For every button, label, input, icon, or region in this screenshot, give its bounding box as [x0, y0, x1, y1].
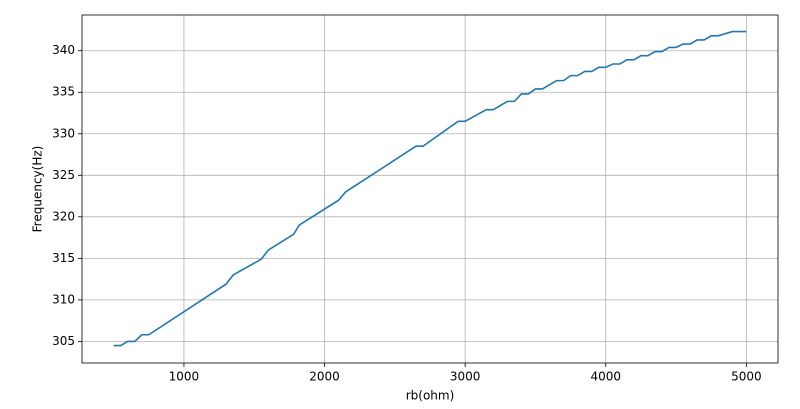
y-tick-label: 315 — [52, 251, 75, 265]
plot-frame — [81, 14, 779, 364]
x-tick-label: 2000 — [309, 370, 340, 384]
y-axis-label: Frequency(Hz) — [31, 146, 45, 233]
data-line — [113, 30, 747, 347]
y-tick-label: 320 — [52, 209, 75, 223]
x-tick-label: 1000 — [169, 370, 200, 384]
y-tick-label: 305 — [52, 334, 75, 348]
x-axis-label: rb(ohm) — [406, 389, 455, 403]
x-tick-label: 3000 — [450, 370, 481, 384]
y-tick-label: 335 — [52, 85, 75, 99]
y-tick-label: 330 — [52, 126, 75, 140]
y-tick-label: 325 — [52, 168, 75, 182]
x-tick-label: 5000 — [731, 370, 762, 384]
y-tick-label: 340 — [52, 43, 75, 57]
x-tick-label: 4000 — [590, 370, 621, 384]
y-tick-label: 310 — [52, 292, 75, 306]
